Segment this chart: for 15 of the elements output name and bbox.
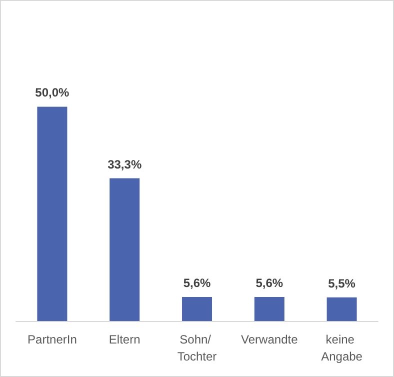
bar xyxy=(326,297,357,321)
data-label: 5,6% xyxy=(256,276,284,290)
bar xyxy=(182,297,212,321)
data-label: 5,5% xyxy=(328,276,356,290)
data-label: 33,3% xyxy=(108,157,142,172)
x-tick-label: Sohn/ Tochter xyxy=(177,332,217,364)
bar xyxy=(37,106,68,321)
data-label: 5,6% xyxy=(183,276,211,290)
x-tick-label: PartnerIn xyxy=(28,332,77,346)
x-tick-label: Eltern xyxy=(108,332,140,346)
x-tick-label: keine Angabe xyxy=(321,332,363,364)
x-tick-label: Verwandte xyxy=(241,332,298,346)
data-label: 50,0% xyxy=(35,86,70,100)
bar xyxy=(110,178,140,321)
bar xyxy=(254,297,284,321)
